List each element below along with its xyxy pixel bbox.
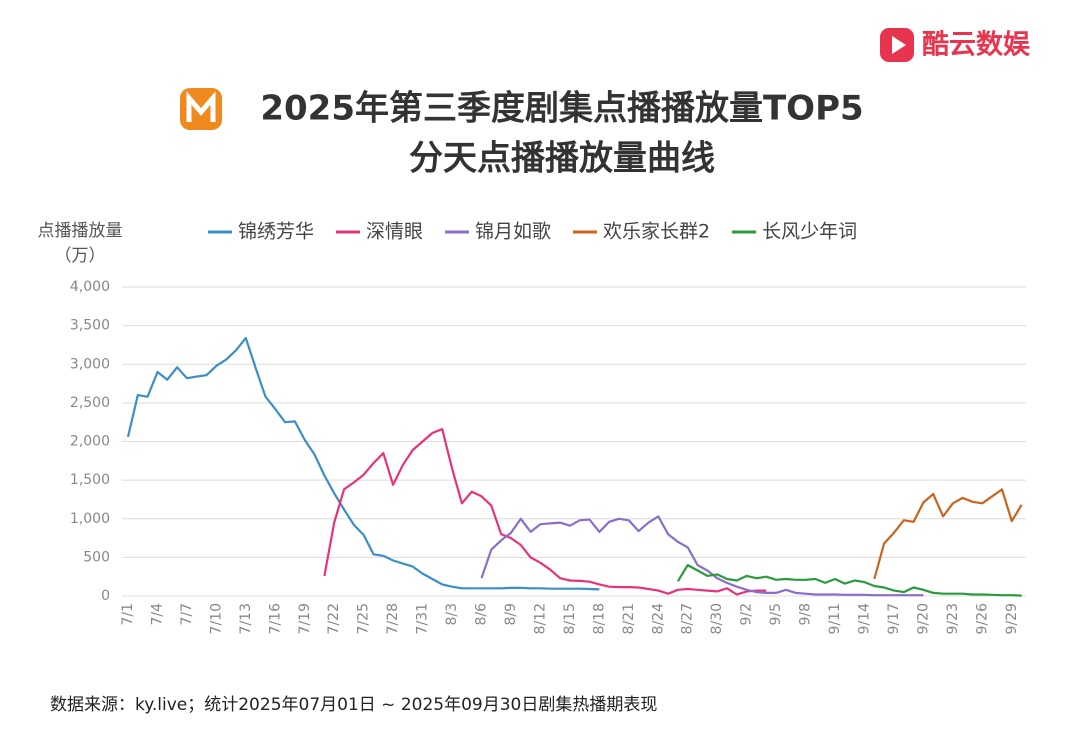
legend-label: 锦绣芳华 — [238, 221, 314, 243]
legend-label: 深情眼 — [366, 221, 423, 243]
y-tick-label: 4,000 — [70, 279, 110, 295]
mango-icon-m — [186, 91, 216, 122]
x-tick-label: 9/20 — [915, 603, 931, 634]
x-tick-label: 9/23 — [945, 603, 961, 634]
x-tick-label: 7/16 — [267, 603, 283, 635]
y-axis-label: （万） — [55, 246, 106, 266]
series-line — [323, 428, 767, 596]
mango-logo — [180, 88, 222, 130]
x-tick-label: 8/21 — [621, 603, 637, 634]
x-tick-label: 9/14 — [857, 603, 873, 635]
y-axis-label: 点播播放量 — [38, 221, 123, 241]
brand-icon-play — [892, 36, 906, 54]
x-tick-label: 8/24 — [650, 603, 666, 635]
series-line — [676, 564, 1022, 597]
x-tick-label: 7/31 — [415, 603, 431, 634]
x-tick-label: 8/6 — [474, 603, 490, 626]
x-tick-label: 9/2 — [739, 603, 755, 626]
y-tick-label: 1,500 — [70, 472, 110, 488]
x-tick-label: 8/27 — [680, 603, 696, 634]
x-tick-label: 9/5 — [768, 603, 784, 626]
x-tick-label: 9/26 — [974, 603, 990, 635]
legend-label: 欢乐家长群2 — [603, 221, 710, 243]
y-tick-label: 500 — [83, 549, 110, 565]
y-tick-label: 0 — [101, 588, 110, 604]
chart-title: 分天点播播放量曲线 — [409, 139, 715, 179]
footnote: 数据来源：ky.live；统计2025年07月01日 ~ 2025年09月30日… — [50, 695, 657, 715]
legend-label: 锦月如歌 — [475, 221, 551, 243]
legend-label: 长风少年词 — [762, 221, 857, 243]
x-tick-label: 8/15 — [562, 603, 578, 634]
x-tick-label: 7/28 — [385, 603, 401, 634]
series-line — [873, 488, 1023, 580]
x-tick-label: 9/29 — [1004, 603, 1020, 634]
series-line — [126, 336, 600, 591]
x-tick-label: 8/12 — [532, 603, 548, 634]
x-tick-label: 9/8 — [798, 603, 814, 626]
x-tick-label: 8/3 — [444, 603, 460, 626]
y-tick-label: 3,000 — [70, 356, 110, 372]
x-tick-label: 7/19 — [297, 603, 313, 634]
x-tick-label: 7/25 — [356, 603, 372, 634]
y-tick-label: 3,500 — [70, 318, 110, 334]
y-tick-label: 2,500 — [70, 395, 110, 411]
y-tick-label: 2,000 — [70, 434, 110, 450]
x-tick-label: 8/30 — [709, 603, 725, 634]
x-tick-label: 7/10 — [208, 603, 224, 634]
series-line — [480, 515, 924, 597]
brand-name: 酷云数娱 — [922, 30, 1031, 61]
x-tick-label: 7/22 — [326, 603, 342, 634]
x-tick-label: 7/4 — [149, 603, 165, 626]
x-tick-label: 7/13 — [238, 603, 254, 634]
x-tick-label: 8/9 — [503, 603, 519, 626]
x-tick-label: 7/7 — [179, 603, 195, 626]
x-tick-label: 9/17 — [886, 603, 902, 634]
x-tick-label: 8/18 — [591, 603, 607, 634]
x-tick-label: 9/11 — [827, 603, 843, 634]
chart-title: 2025年第三季度剧集点播播放量TOP5 — [260, 89, 863, 129]
x-tick-label: 7/1 — [120, 603, 136, 626]
y-tick-label: 1,000 — [70, 511, 110, 527]
brand-logo: 酷云数娱 — [880, 28, 1031, 62]
